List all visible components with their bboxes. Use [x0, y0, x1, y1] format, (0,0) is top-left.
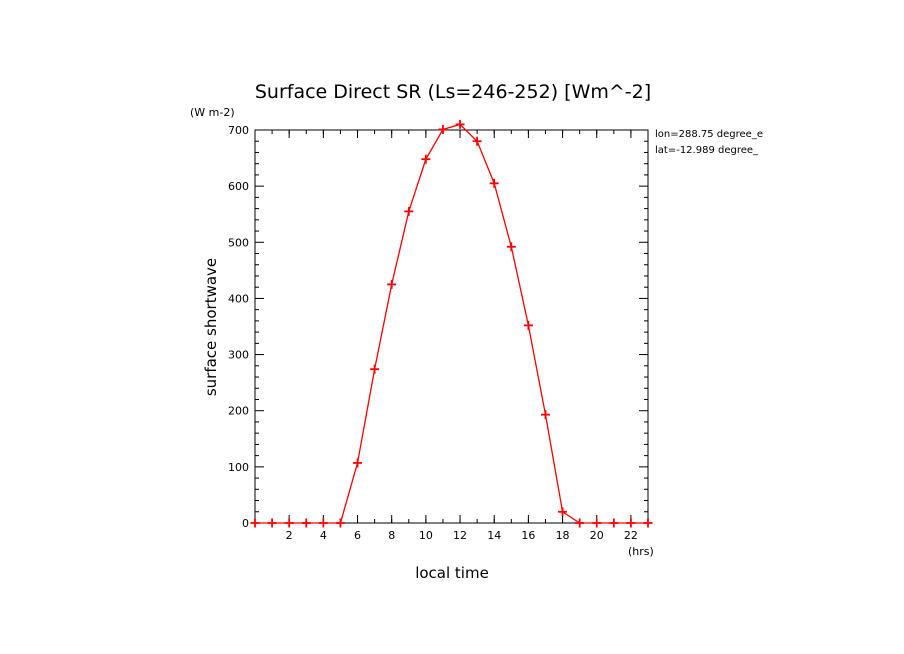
x-tick-label: 22 — [624, 529, 638, 542]
data-point-marker — [267, 518, 277, 528]
x-tick-label: 10 — [419, 529, 433, 542]
x-tick-label: 20 — [590, 529, 604, 542]
annotation-lon: lon=288.75 degree_e — [655, 129, 763, 140]
x-axis-label: local time — [415, 564, 489, 582]
series-line — [255, 123, 648, 524]
data-point-marker — [643, 518, 653, 528]
x-tick-label: 14 — [487, 529, 501, 542]
x-tick-label: 18 — [556, 529, 570, 542]
data-point-marker — [558, 507, 568, 517]
data-point-marker — [506, 242, 516, 252]
x-tick-label: 16 — [521, 529, 535, 542]
axis-ticks: 2 4 6 8 10 12 14 16 18 20 22 0 100 200 300 400 500 600 700 — [228, 124, 648, 542]
data-point-marker — [353, 458, 363, 468]
data-point-marker — [250, 518, 260, 528]
y-unit-label: (W m-2) — [190, 106, 235, 119]
y-tick-label: 100 — [228, 461, 249, 474]
y-tick-label: 400 — [228, 292, 249, 305]
data-point-marker — [489, 178, 499, 188]
chart-title: Surface Direct SR (Ls=246-252) [Wm^-2] — [255, 81, 651, 103]
data-point-marker — [472, 136, 482, 146]
annotation-lat: lat=-12.989 degree_ — [655, 145, 759, 156]
data-point-marker — [370, 364, 380, 374]
x-tick-label: 4 — [320, 529, 327, 542]
data-point-marker — [421, 154, 431, 164]
x-tick-label: 6 — [354, 529, 361, 542]
y-tick-label: 500 — [228, 236, 249, 249]
data-point-marker — [592, 518, 602, 528]
data-point-marker — [284, 518, 294, 528]
data-point-marker — [404, 206, 414, 216]
y-axis-label: surface shortwave — [202, 258, 220, 396]
y-tick-label: 0 — [242, 517, 249, 530]
x-unit-label: (hrs) — [628, 545, 654, 558]
data-point-marker — [318, 518, 328, 528]
data-point-marker — [540, 410, 550, 420]
plot-frame — [254, 129, 649, 524]
data-point-marker — [455, 119, 465, 129]
data-series — [250, 119, 653, 528]
data-point-marker — [523, 320, 533, 330]
data-point-marker — [609, 518, 619, 528]
data-point-marker — [626, 518, 636, 528]
y-tick-label: 600 — [228, 180, 249, 193]
y-tick-label: 200 — [228, 405, 249, 418]
data-point-marker — [438, 124, 448, 134]
data-point-marker — [575, 518, 585, 528]
data-point-marker — [335, 518, 345, 528]
y-tick-label: 300 — [228, 349, 249, 362]
y-tick-label: 700 — [228, 124, 249, 137]
x-tick-label: 12 — [453, 529, 467, 542]
x-tick-label: 2 — [286, 529, 293, 542]
data-point-marker — [387, 279, 397, 289]
data-point-marker — [301, 518, 311, 528]
x-tick-label: 8 — [388, 529, 395, 542]
